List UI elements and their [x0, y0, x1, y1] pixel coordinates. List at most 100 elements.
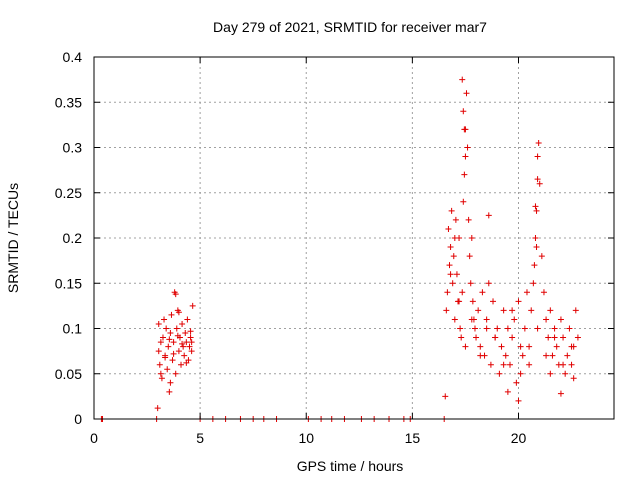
data-point	[172, 291, 179, 298]
data-point	[568, 361, 575, 368]
data-point	[562, 370, 569, 377]
data-point	[157, 370, 164, 377]
data-point	[154, 405, 161, 412]
data-point	[523, 289, 530, 296]
data-point	[465, 216, 472, 223]
x-axis-label: GPS time / hours	[297, 458, 404, 474]
data-point	[159, 334, 166, 341]
data-point	[483, 325, 490, 332]
grid	[94, 57, 614, 419]
data-point	[543, 316, 550, 323]
data-point	[515, 397, 522, 404]
data-point	[526, 361, 533, 368]
x-tick-label: 5	[196, 430, 204, 446]
data-point	[166, 388, 173, 395]
data-point	[574, 334, 581, 341]
x-tick-label: 15	[405, 430, 421, 446]
data-point	[162, 354, 169, 361]
data-points	[98, 76, 581, 422]
data-point	[485, 280, 492, 287]
data-point	[515, 298, 522, 305]
data-point	[456, 298, 463, 305]
data-point	[168, 311, 175, 318]
data-point	[532, 203, 539, 210]
data-point	[511, 316, 518, 323]
data-point	[568, 343, 575, 350]
data-point	[464, 144, 471, 151]
data-point	[483, 316, 490, 323]
y-tick-label: 0.2	[63, 230, 83, 246]
data-point	[531, 262, 538, 269]
data-point	[560, 334, 567, 341]
data-point	[477, 352, 484, 359]
data-point	[545, 334, 552, 341]
data-point	[509, 307, 516, 314]
data-point	[460, 108, 467, 115]
data-point	[175, 348, 182, 355]
data-point	[170, 339, 177, 346]
data-point	[188, 348, 195, 355]
data-point	[443, 307, 450, 314]
data-point	[448, 207, 455, 214]
data-point	[187, 328, 194, 335]
data-point	[543, 352, 550, 359]
data-point	[182, 330, 189, 337]
data-point	[496, 370, 503, 377]
data-point	[175, 309, 182, 316]
data-point	[538, 253, 545, 260]
data-point	[557, 316, 564, 323]
data-point	[504, 325, 511, 332]
data-point	[498, 343, 505, 350]
data-point	[471, 325, 478, 332]
data-point	[187, 334, 194, 341]
data-point	[521, 325, 528, 332]
data-point	[485, 212, 492, 219]
data-point	[487, 361, 494, 368]
data-point	[517, 370, 524, 377]
y-tick-label: 0.1	[63, 321, 83, 337]
data-point	[155, 320, 162, 327]
data-point	[469, 298, 476, 305]
data-point	[165, 343, 172, 350]
data-point	[528, 307, 535, 314]
data-point	[164, 366, 171, 373]
data-point	[502, 352, 509, 359]
data-point	[473, 334, 480, 341]
data-point	[557, 390, 564, 397]
data-point	[534, 153, 541, 160]
data-point	[500, 361, 507, 368]
data-point	[553, 343, 560, 350]
data-point	[466, 253, 473, 260]
data-point	[507, 361, 513, 368]
data-point	[167, 379, 174, 386]
data-point	[442, 393, 449, 400]
data-point	[447, 271, 454, 278]
y-tick-label: 0.35	[55, 94, 82, 110]
data-point	[163, 325, 170, 332]
data-point	[180, 343, 187, 350]
data-point	[517, 343, 524, 350]
data-point	[172, 370, 179, 377]
data-point	[169, 357, 176, 364]
data-point	[504, 388, 511, 395]
data-point	[463, 90, 470, 97]
data-point	[446, 262, 453, 269]
y-tick-label: 0	[74, 411, 82, 427]
y-tick-label: 0.05	[55, 366, 82, 382]
data-point	[188, 339, 195, 346]
data-point	[535, 139, 542, 146]
data-point	[174, 332, 181, 339]
data-point	[549, 352, 556, 359]
data-point	[179, 320, 186, 327]
data-point	[564, 352, 571, 359]
y-tick-label: 0.3	[63, 140, 83, 156]
data-point	[551, 325, 558, 332]
data-point	[183, 339, 190, 346]
x-tick-label: 10	[298, 430, 314, 446]
data-point	[492, 334, 499, 341]
data-point	[526, 343, 533, 350]
data-point	[167, 330, 174, 337]
data-point	[547, 370, 554, 377]
data-point	[513, 379, 520, 386]
x-tick-label: 0	[90, 430, 98, 446]
